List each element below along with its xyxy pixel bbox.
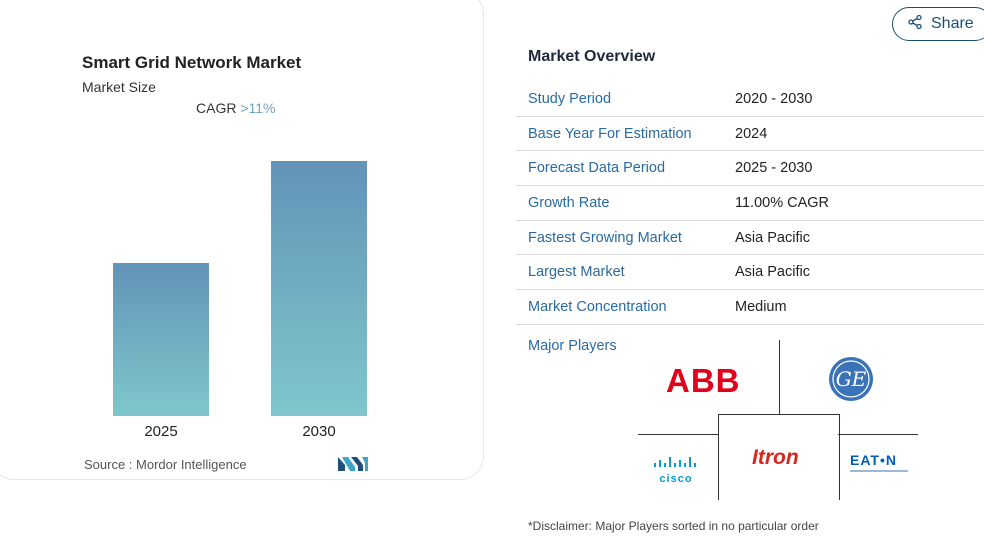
bar-chart: 2025 2030: [113, 161, 367, 440]
abb-logo-text: ABB: [666, 362, 741, 399]
eaton-logo: EAT•N: [850, 453, 908, 472]
overview-label[interactable]: Fastest Growing Market: [528, 229, 682, 246]
major-players-grid: ABB GE cisco Itron EAT•N: [638, 340, 920, 502]
overview-row: Largest Market Asia Pacific: [516, 255, 984, 291]
chart-source: Source : Mordor Intelligence: [84, 457, 247, 472]
eaton-logo-text: EAT•N: [850, 452, 897, 468]
grid-divider: [638, 434, 718, 435]
share-label: Share: [931, 15, 974, 32]
share-button[interactable]: Share: [892, 7, 984, 41]
grid-divider: [718, 414, 840, 415]
grid-divider: [839, 414, 840, 500]
cisco-logo: cisco: [652, 456, 700, 485]
ge-logo: GE: [828, 356, 874, 407]
grid-divider: [779, 340, 780, 414]
overview-value: 2025 - 2030: [735, 160, 813, 177]
overview-row: Fastest Growing Market Asia Pacific: [516, 221, 984, 256]
overview-label[interactable]: Forecast Data Period: [528, 160, 666, 177]
cagr-label-text: CAGR: [196, 100, 237, 116]
overview-label[interactable]: Study Period: [528, 90, 612, 107]
itron-logo-text: Itron: [752, 446, 799, 469]
overview-label[interactable]: Largest Market: [528, 264, 625, 281]
overview-value: Asia Pacific: [735, 264, 810, 281]
overview-value: 2024: [735, 125, 768, 142]
chart-title: Smart Grid Network Market: [82, 53, 302, 72]
mordor-intelligence-logo: [338, 455, 368, 476]
overview-value: Asia Pacific: [735, 229, 810, 246]
chart-subtitle: Market Size: [82, 79, 156, 95]
overview-label[interactable]: Base Year For Estimation: [528, 125, 692, 142]
abb-logo: ABB: [666, 364, 741, 397]
disclaimer: *Disclaimer: Major Players sorted in no …: [528, 519, 819, 533]
cagr-label: CAGR >11%: [196, 100, 276, 116]
ge-logo-text: GE: [836, 367, 867, 391]
eaton-tagline-mark: [850, 470, 908, 472]
cagr-value: >11%: [240, 100, 276, 116]
overview-row: Base Year For Estimation 2024: [516, 117, 984, 152]
bar-2030: [271, 161, 367, 416]
share-icon: [907, 14, 923, 35]
overview-row: Study Period 2020 - 2030: [516, 82, 984, 117]
cisco-logo-text: cisco: [659, 473, 693, 485]
chart-card: [0, 0, 484, 480]
overview-row: Market Concentration Medium: [516, 290, 984, 325]
overview-row: Growth Rate 11.00% CAGR: [516, 186, 984, 221]
bar-2025: [113, 263, 209, 416]
overview-value: 2020 - 2030: [735, 90, 813, 107]
overview-value: 11.00% CAGR: [735, 194, 830, 211]
major-players-label[interactable]: Major Players: [528, 338, 617, 354]
overview-title: Market Overview: [528, 48, 656, 65]
overview-label[interactable]: Growth Rate: [528, 194, 610, 211]
itron-logo: Itron: [752, 446, 799, 470]
x-tick-label: 2030: [302, 423, 335, 440]
overview-value: Medium: [735, 298, 787, 315]
grid-divider: [718, 414, 719, 500]
grid-divider: [838, 434, 918, 435]
overview-row: Forecast Data Period 2025 - 2030: [516, 151, 984, 187]
overview-table: Study Period 2020 - 2030 Base Year For E…: [516, 82, 984, 325]
overview-label[interactable]: Market Concentration: [528, 298, 667, 315]
x-tick-label: 2025: [144, 423, 177, 440]
